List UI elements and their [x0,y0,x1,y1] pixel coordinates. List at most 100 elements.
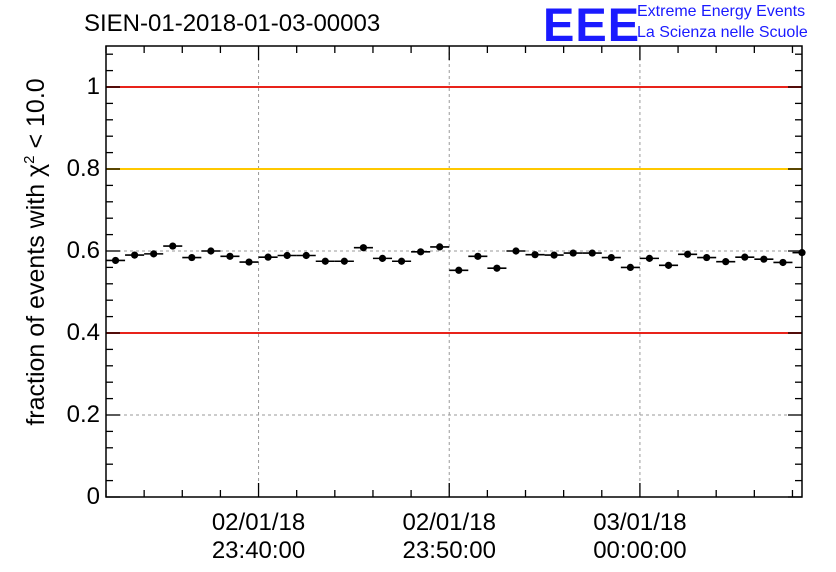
data-point [277,251,297,260]
data-point [125,251,145,259]
x-tick-date: 03/01/18 [593,509,687,536]
data-point [620,263,640,271]
eee-logo: EEE [543,0,641,51]
marker [683,250,692,258]
data-point [792,249,806,257]
marker [455,266,463,274]
marker [245,258,253,266]
y-axis-label-prefix: fraction of events with [22,176,50,426]
data-point [468,252,488,260]
y-axis-label-power: 2 [21,155,38,164]
marker [359,244,368,252]
marker [664,261,673,269]
x-tick-date: 02/01/18 [402,509,496,536]
data-point [697,253,717,262]
data-point [582,249,602,257]
x-tick-time: 00:00:00 [593,537,687,564]
data-point [639,254,659,262]
y-tick-label: 0.6 [66,237,100,264]
y-tick-label: 0.2 [66,401,100,428]
marker [645,254,654,262]
y-tick-label: 0.4 [66,319,100,346]
data-point [411,248,431,256]
marker [722,258,730,266]
data-point [544,251,564,259]
data-point [735,253,755,261]
data-point [258,253,278,261]
x-tick-time: 23:40:00 [211,537,306,564]
marker [302,251,310,260]
marker [626,263,634,271]
marker [226,252,234,260]
marker [264,253,272,261]
data-point [372,254,393,262]
data-point [220,252,240,260]
marker [779,258,787,267]
marker [741,253,749,261]
plot-frame [105,45,803,498]
data-point [563,249,583,257]
reference-lines [106,86,802,334]
marker [397,257,406,265]
marker [417,248,425,256]
marker [150,250,158,258]
logo-text-line2: La Scienza nelle Scuole [637,24,808,41]
marker [340,257,348,265]
marker [436,243,444,251]
data-point [658,261,679,269]
data-point [449,266,469,274]
data-point [106,256,126,265]
x-tick-label: 02/01/18 23:40:00 [189,509,329,565]
data-point [601,253,621,262]
marker [169,242,177,250]
marker [131,251,139,259]
marker [512,247,520,255]
marker [607,253,615,262]
data-point [353,244,373,252]
x-tick-label: 03/01/18 00:00:00 [570,509,710,565]
marker [703,253,711,262]
x-tick-time: 23:50:00 [402,537,496,564]
chart-title: SIEN-01-2018-01-03-00003 [84,10,381,37]
y-tick-label: 0.8 [66,155,100,182]
marker [283,251,291,260]
marker [493,264,501,272]
marker [588,249,596,257]
x-tick-date: 02/01/18 [211,509,306,536]
data-point [144,250,164,258]
data-point [315,257,335,265]
data-point [525,251,545,259]
data-point [239,258,259,266]
data-point [392,257,412,265]
data-point [296,251,316,260]
data-point [334,257,354,265]
marker [321,257,329,265]
marker [207,247,215,255]
data-point [754,255,774,263]
marker [188,253,196,262]
grid-layer [106,46,802,497]
data-point [163,242,183,250]
logo-text-line1: Extreme Energy Events [637,3,806,20]
data-point [487,264,507,272]
marker [474,252,482,260]
data-point [201,247,221,255]
y-tick-label: 1 [86,73,100,100]
marker [569,249,577,257]
marker [760,255,768,263]
marker [550,251,558,259]
data-point [430,243,450,251]
data-point [716,258,736,266]
data-point [182,253,202,262]
data-point [773,258,793,267]
marker [378,254,387,262]
x-tick-label: 02/01/18 23:50:00 [379,509,519,565]
marker [531,251,539,259]
data-point [506,247,526,255]
data-point [678,250,698,258]
axes [105,45,803,498]
marker [111,256,120,265]
data-points [106,242,806,274]
y-tick-label: 0 [86,483,100,510]
